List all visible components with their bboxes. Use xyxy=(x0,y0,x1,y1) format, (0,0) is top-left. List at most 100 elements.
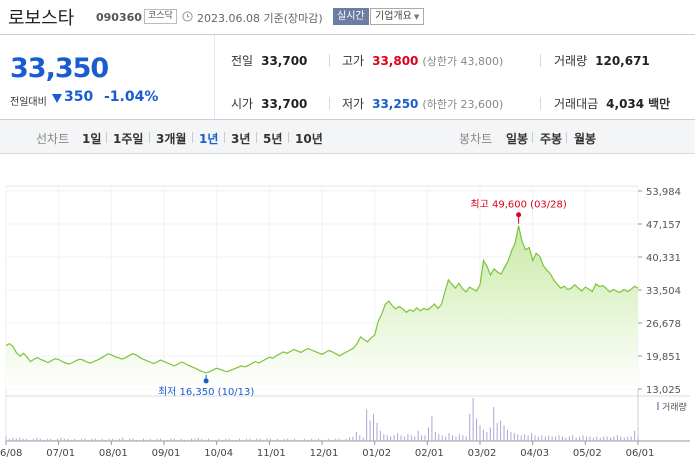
tab-3y[interactable]: 3년 xyxy=(231,132,251,146)
divider xyxy=(106,132,107,143)
stat-unit: 백만 xyxy=(648,97,671,111)
volume-bar xyxy=(50,438,52,441)
volume-bar xyxy=(239,438,241,441)
volume-bar xyxy=(455,436,457,441)
volume-bar xyxy=(616,435,618,441)
volume-bar xyxy=(208,438,210,441)
volume-bar xyxy=(579,436,581,441)
volume-bar xyxy=(77,439,79,441)
volume-bar xyxy=(335,438,337,441)
price-line xyxy=(5,225,639,374)
stat-value: 33,700 xyxy=(261,97,308,111)
divider xyxy=(329,97,330,110)
volume-bar xyxy=(290,439,292,441)
tab-10y[interactable]: 10년 xyxy=(295,132,323,146)
volume-bar xyxy=(132,438,134,441)
tab-daily[interactable]: 일봉 xyxy=(506,132,529,146)
volume-bar xyxy=(427,427,429,441)
volume-bar xyxy=(26,438,28,441)
volume-bar xyxy=(390,436,392,441)
realtime-button[interactable]: 실시간 xyxy=(333,8,369,25)
volume-bar xyxy=(101,438,103,441)
volume-bar xyxy=(283,438,285,441)
market-badge: 코스닥 xyxy=(144,9,177,24)
volume-bar xyxy=(105,439,107,441)
volume-bar xyxy=(383,434,385,441)
volume-bar xyxy=(438,434,440,441)
x-tick-label: 06/08 xyxy=(0,448,22,459)
divider xyxy=(540,97,541,110)
volume-bar xyxy=(108,438,110,441)
volume-bar xyxy=(376,422,378,441)
tab-1w[interactable]: 1주일 xyxy=(113,132,144,146)
volume-bar xyxy=(125,439,127,441)
volume-bar xyxy=(269,438,271,441)
volume-bar xyxy=(565,437,567,441)
volume-bar xyxy=(458,434,460,441)
volume-bar xyxy=(201,438,203,441)
volume-bar xyxy=(266,438,268,441)
volume-bar xyxy=(421,435,423,441)
volume-bar xyxy=(184,439,186,441)
volume-bar xyxy=(29,439,31,441)
volume-bar xyxy=(94,438,96,441)
volume-bar xyxy=(115,439,117,441)
volume-bar xyxy=(500,420,502,441)
volume-bar xyxy=(204,439,206,441)
volume-bar xyxy=(235,439,237,441)
divider xyxy=(288,132,289,143)
x-tick-label: 08/01 xyxy=(99,448,128,459)
volume-bar xyxy=(225,438,227,441)
low-marker xyxy=(203,378,209,384)
tab-monthly[interactable]: 월봉 xyxy=(574,132,597,146)
x-tick-label: 11/01 xyxy=(257,448,286,459)
volume-bar xyxy=(142,438,144,441)
volume-bar xyxy=(32,438,34,441)
volume-bar xyxy=(280,439,282,441)
volume-bar xyxy=(297,439,299,441)
company-info-dropdown[interactable]: 기업개요 ▼ xyxy=(370,8,425,25)
stat-volume: 거래량 120,671 xyxy=(554,52,650,69)
divider xyxy=(532,132,533,143)
current-price: 33,350 xyxy=(10,53,109,84)
volume-bar xyxy=(407,434,409,441)
volume-bar xyxy=(585,436,587,441)
volume-bar xyxy=(187,439,189,441)
stat-label: 시가 xyxy=(231,97,254,111)
volume-bar xyxy=(568,436,570,441)
volume-bar xyxy=(520,435,522,441)
volume-bar xyxy=(221,439,223,441)
tab-1d[interactable]: 1일 xyxy=(82,132,102,146)
stat-value: 33,800 xyxy=(372,54,419,68)
tab-5y[interactable]: 5년 xyxy=(263,132,283,146)
lower-limit: (하한가 23,600) xyxy=(422,98,504,111)
volume-bar xyxy=(441,435,443,441)
volume-bar xyxy=(541,435,543,441)
volume-bar xyxy=(462,435,464,441)
volume-bar xyxy=(287,438,289,441)
volume-bar xyxy=(534,435,536,441)
tab-weekly[interactable]: 주봉 xyxy=(540,132,563,146)
volume-bar xyxy=(149,438,151,441)
volume-bar xyxy=(465,436,467,441)
volume-bar xyxy=(589,436,591,441)
tab-3m[interactable]: 3개월 xyxy=(156,132,187,146)
volume-bar xyxy=(544,436,546,441)
tab-1y[interactable]: 1년 xyxy=(199,132,219,146)
x-tick-label: 10/04 xyxy=(204,448,233,459)
volume-bar xyxy=(445,436,447,441)
stat-value: 33,250 xyxy=(372,97,419,111)
volume-bar xyxy=(606,436,608,441)
y-tick-label: 33,504 xyxy=(646,286,681,297)
volume-bar xyxy=(469,413,471,441)
volume-bar xyxy=(506,429,508,441)
volume-bar xyxy=(630,436,632,441)
stat-open: 시가 33,700 xyxy=(231,95,307,112)
volume-bar xyxy=(592,437,594,441)
volume-bar xyxy=(170,438,172,441)
volume-bar xyxy=(321,439,323,441)
volume-bar xyxy=(613,436,615,441)
volume-bar xyxy=(342,439,344,441)
x-tick-label: 02/01 xyxy=(415,448,444,459)
volume-bar xyxy=(324,439,326,441)
